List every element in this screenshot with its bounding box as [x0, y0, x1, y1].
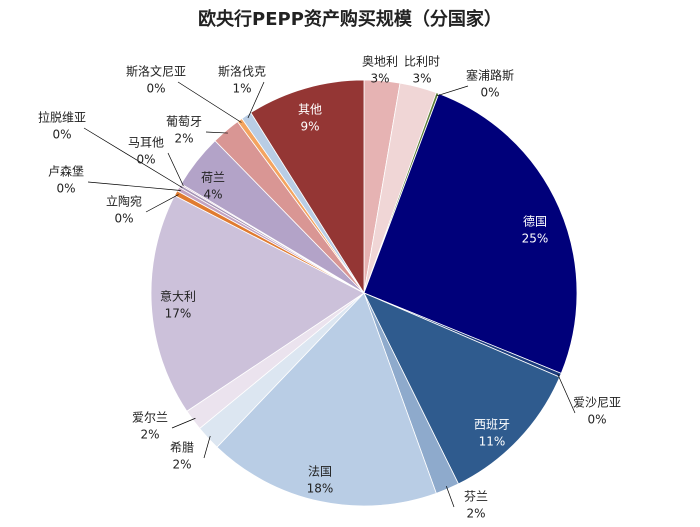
slice-label: 意大利 [160, 289, 196, 304]
leader-line [87, 181, 181, 191]
slice-label: 荷兰 [201, 171, 225, 185]
pie [150, 79, 578, 507]
slice-value-label: 17% [165, 307, 192, 321]
slice-label: 爱沙尼亚 [573, 396, 621, 410]
leader-line [205, 131, 228, 134]
slice-value-label: 3% [412, 72, 431, 86]
slice-value-label: 3% [370, 72, 389, 86]
chart-title: 欧央行PEPP资产购买规模（分国家） [198, 8, 502, 30]
slice-label: 芬兰 [464, 490, 488, 504]
slice [250, 79, 365, 295]
slice-value-label: 18% [307, 482, 334, 496]
slice-value-label: 9% [300, 120, 319, 134]
slice-label: 拉脱维亚 [38, 110, 86, 125]
slice-label: 西班牙 [474, 418, 510, 432]
leader-line [436, 85, 469, 97]
slice [150, 194, 365, 412]
leader-line [145, 194, 179, 213]
slice-label: 爱尔兰 [132, 410, 168, 425]
slice-label: 德国 [523, 214, 547, 229]
leader-line [557, 373, 576, 414]
leader-line [446, 486, 455, 508]
slice-value-label: 0% [146, 82, 165, 96]
leader-line [247, 81, 265, 119]
slice-label: 斯洛伐克 [218, 64, 266, 79]
slice-value-label: 1% [232, 82, 251, 96]
slice-value-label: 2% [174, 132, 193, 146]
slice-value-label: 11% [479, 435, 506, 449]
slice-label: 法国 [308, 465, 332, 479]
slice-label: 希腊 [170, 440, 194, 455]
slice [363, 93, 578, 374]
slice-value-label: 2% [466, 507, 485, 521]
slice-label: 其他 [298, 103, 322, 117]
slice [363, 292, 561, 485]
slice-label: 塞浦路斯 [466, 68, 514, 83]
slice-value-label: 0% [56, 182, 75, 196]
slice-value-label: 2% [140, 428, 159, 442]
slice-label: 马耳他 [128, 136, 164, 150]
slice-value-label: 0% [480, 86, 499, 100]
labels: 奥地利 3% 比利时 3% 塞浦路斯 0% 德国 25% 爱沙尼亚 0% 西班牙 11% 芬兰 2% 法国 1… [38, 55, 621, 521]
slice-value-label: 2% [172, 458, 191, 472]
slice-value-label: 4% [203, 188, 222, 202]
slice-value-label: 25% [522, 232, 549, 246]
slice-label: 奥地利 [362, 55, 398, 69]
slice-value-label: 0% [114, 212, 133, 226]
slice-label: 斯洛文尼亚 [126, 64, 186, 79]
leader-line [171, 417, 196, 429]
leader-line [177, 81, 242, 123]
leader-line [203, 435, 211, 459]
slice [216, 292, 437, 507]
slice-label: 立陶宛 [106, 194, 142, 209]
slice-label: 卢森堡 [48, 164, 84, 179]
slice-label: 比利时 [404, 55, 440, 69]
leader-line [83, 127, 183, 188]
leader-line [167, 152, 184, 187]
slice-value-label: 0% [587, 413, 606, 427]
slice-label: 葡萄牙 [166, 115, 202, 129]
slice-value-label: 0% [52, 128, 71, 142]
slice-value-label: 0% [136, 153, 155, 167]
